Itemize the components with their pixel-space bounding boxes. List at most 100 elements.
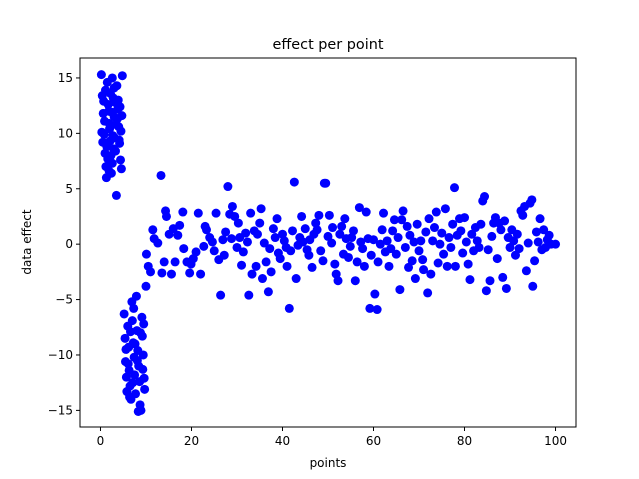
data-point xyxy=(136,328,146,338)
data-point xyxy=(551,239,561,249)
data-point xyxy=(196,269,206,279)
x-tick-label: 80 xyxy=(457,434,472,448)
data-point xyxy=(211,208,221,218)
data-point xyxy=(298,237,308,247)
data-point xyxy=(104,166,114,176)
data-point xyxy=(166,269,176,279)
data-point xyxy=(116,155,125,165)
data-point xyxy=(132,356,142,366)
data-point xyxy=(512,229,522,239)
data-point xyxy=(424,214,434,224)
data-point xyxy=(117,111,127,121)
x-tick-label: 20 xyxy=(184,434,199,448)
data-point xyxy=(102,142,112,152)
data-point xyxy=(527,195,537,205)
data-point xyxy=(433,258,443,268)
data-point xyxy=(539,225,549,235)
data-point xyxy=(407,256,417,266)
data-point xyxy=(116,126,126,136)
data-point xyxy=(227,201,237,211)
data-point xyxy=(535,214,545,224)
data-point xyxy=(297,211,307,221)
data-point xyxy=(153,238,163,248)
data-point xyxy=(259,238,269,248)
data-point xyxy=(117,71,127,81)
data-point xyxy=(272,214,282,224)
data-point xyxy=(138,350,148,360)
data-point xyxy=(108,131,118,141)
data-point xyxy=(416,236,426,246)
data-point xyxy=(246,208,256,218)
data-point xyxy=(270,233,280,243)
data-point xyxy=(348,226,358,236)
data-points xyxy=(96,70,561,416)
data-point xyxy=(498,272,508,282)
data-point xyxy=(500,216,510,226)
data-point xyxy=(388,226,398,236)
chart-title: effect per point xyxy=(273,37,384,53)
data-point xyxy=(366,250,376,260)
data-point xyxy=(114,135,124,145)
data-point xyxy=(410,274,420,284)
data-point xyxy=(501,283,511,293)
data-point xyxy=(131,291,141,301)
data-point xyxy=(193,208,203,218)
data-point xyxy=(389,215,399,225)
data-point xyxy=(412,219,422,229)
data-point xyxy=(400,242,410,252)
data-point xyxy=(111,190,121,200)
data-point xyxy=(395,285,405,295)
data-point xyxy=(474,242,484,252)
data-point xyxy=(256,204,266,214)
data-point xyxy=(266,267,276,277)
data-point xyxy=(156,170,166,180)
data-point xyxy=(139,373,149,383)
data-point xyxy=(330,259,340,269)
data-point xyxy=(530,256,540,266)
data-point xyxy=(352,257,362,267)
data-point xyxy=(361,207,371,217)
data-point xyxy=(173,230,183,240)
data-point xyxy=(252,229,262,239)
data-point xyxy=(465,275,475,285)
data-point xyxy=(96,70,106,80)
data-point xyxy=(337,221,347,231)
data-point xyxy=(125,392,135,402)
data-point xyxy=(148,225,158,235)
data-point xyxy=(119,309,129,319)
data-point xyxy=(354,203,364,213)
data-point xyxy=(456,226,466,236)
y-tick-label: −5 xyxy=(55,293,73,307)
data-point xyxy=(324,210,334,220)
data-point xyxy=(307,262,317,272)
data-point xyxy=(359,261,369,271)
data-point xyxy=(178,207,188,217)
data-point xyxy=(437,228,447,238)
data-point xyxy=(533,237,543,247)
data-point xyxy=(219,250,229,260)
data-point xyxy=(444,233,454,243)
data-point xyxy=(428,236,438,246)
data-point xyxy=(492,254,502,264)
x-tick-label: 0 xyxy=(97,434,105,448)
data-point xyxy=(120,333,130,343)
data-point xyxy=(97,127,107,137)
data-point xyxy=(460,213,470,223)
data-point xyxy=(284,303,294,313)
data-point xyxy=(409,237,419,247)
y-tick-label: −15 xyxy=(48,403,73,417)
data-point xyxy=(127,316,137,326)
data-point xyxy=(126,327,136,337)
data-point xyxy=(505,242,515,252)
data-point xyxy=(372,305,382,315)
data-point xyxy=(386,244,396,254)
data-point xyxy=(544,230,554,240)
data-point xyxy=(521,266,531,276)
data-point xyxy=(485,276,495,286)
data-point xyxy=(233,218,243,228)
data-point xyxy=(510,250,520,260)
data-point xyxy=(398,206,408,216)
data-point xyxy=(423,288,433,298)
